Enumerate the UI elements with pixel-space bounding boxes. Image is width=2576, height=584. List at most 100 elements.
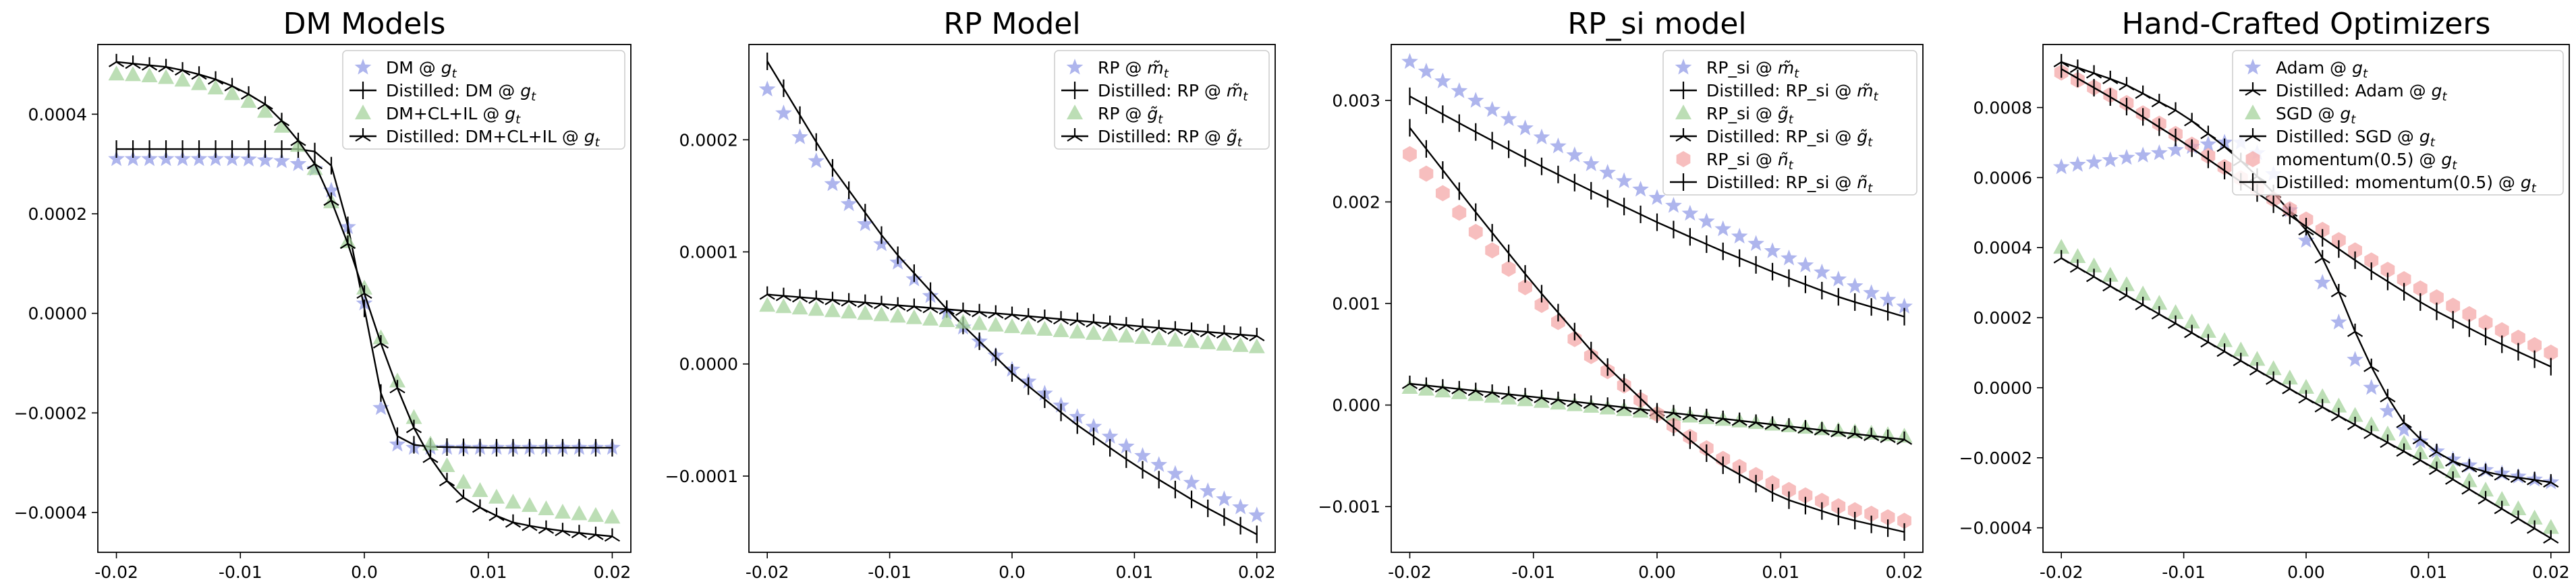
data-point bbox=[2477, 491, 2494, 504]
data-point bbox=[2461, 459, 2477, 473]
data-point bbox=[955, 314, 972, 329]
data-point bbox=[1004, 318, 1020, 333]
data-point bbox=[1632, 403, 1649, 418]
x-tick-label: 0.01 bbox=[1762, 562, 1799, 582]
data-point bbox=[1403, 146, 1417, 163]
data-point bbox=[759, 286, 775, 300]
x-tick-label: 0.02 bbox=[2532, 562, 2570, 582]
legend-marker bbox=[1067, 105, 1083, 119]
data-point bbox=[2330, 407, 2347, 421]
data-point bbox=[1781, 249, 1797, 266]
data-point bbox=[1468, 223, 1483, 240]
legend-marker bbox=[2245, 128, 2261, 142]
data-point bbox=[125, 55, 141, 69]
data-point bbox=[2428, 453, 2445, 469]
x-tick-label: 0.00 bbox=[1638, 562, 1676, 582]
y-tick-label: −0.001 bbox=[1318, 497, 1380, 517]
data-point bbox=[840, 195, 858, 212]
data-point bbox=[1632, 180, 1649, 197]
data-point bbox=[775, 287, 791, 301]
data-point bbox=[2412, 452, 2428, 466]
series-2 bbox=[1409, 87, 1905, 326]
data-point bbox=[604, 528, 621, 542]
data-point bbox=[240, 86, 257, 100]
data-point bbox=[2543, 530, 2559, 544]
data-point bbox=[488, 488, 505, 504]
data-point bbox=[372, 334, 389, 349]
data-point bbox=[1698, 409, 1714, 423]
data-point bbox=[2265, 360, 2282, 376]
data-point bbox=[1401, 376, 1418, 389]
data-point bbox=[2462, 305, 2477, 322]
x-tick-label: 0.0 bbox=[999, 562, 1026, 582]
legend-entry: SGD @ gt bbox=[2276, 104, 2356, 127]
data-point bbox=[1086, 314, 1102, 328]
y-tick-label: −0.0002 bbox=[1959, 448, 2032, 468]
data-point bbox=[1501, 386, 1517, 400]
data-point bbox=[505, 494, 522, 509]
data-point bbox=[2150, 144, 2168, 160]
data-point bbox=[1118, 327, 1135, 343]
data-point bbox=[2069, 156, 2086, 172]
data-point bbox=[422, 436, 439, 451]
data-point bbox=[207, 79, 224, 94]
data-point bbox=[257, 103, 274, 118]
data-point bbox=[2477, 481, 2494, 497]
data-point bbox=[1798, 487, 1813, 504]
data-point bbox=[1419, 165, 1434, 182]
data-point bbox=[1731, 227, 1748, 244]
data-point bbox=[157, 150, 175, 167]
data-point bbox=[2118, 276, 2135, 291]
data-point bbox=[1599, 164, 1617, 180]
data-point bbox=[1216, 490, 1233, 506]
data-point bbox=[2085, 268, 2102, 283]
data-point bbox=[1401, 53, 1418, 69]
y-tick-label: 0.0000 bbox=[1973, 378, 2032, 398]
data-point bbox=[2102, 70, 2119, 84]
data-point bbox=[2511, 329, 2525, 346]
legend-entry: Distilled: RP_si @ ñt bbox=[1706, 173, 1873, 196]
data-point bbox=[2510, 469, 2527, 484]
data-point bbox=[2380, 434, 2396, 448]
data-point bbox=[207, 150, 224, 167]
data-point bbox=[1484, 100, 1501, 117]
legend-entry: Distilled: SGD @ gt bbox=[2276, 127, 2436, 150]
data-point bbox=[389, 380, 405, 394]
data-point bbox=[2167, 315, 2184, 329]
data-point bbox=[2053, 250, 2069, 264]
data-point bbox=[1765, 475, 1780, 492]
data-point bbox=[2297, 231, 2315, 248]
data-point bbox=[2363, 416, 2380, 432]
legend-marker bbox=[2245, 105, 2261, 119]
data-point bbox=[2281, 370, 2298, 385]
data-point bbox=[488, 507, 505, 521]
data-point bbox=[2510, 510, 2527, 525]
legend-box bbox=[1662, 50, 1917, 196]
data-point bbox=[1501, 260, 1516, 277]
data-point bbox=[791, 299, 808, 315]
data-point bbox=[2085, 257, 2102, 272]
data-point bbox=[2379, 426, 2396, 441]
data-point bbox=[1467, 92, 1484, 108]
data-point bbox=[2527, 520, 2543, 534]
data-point bbox=[2446, 297, 2461, 314]
data-point bbox=[2461, 472, 2477, 488]
data-point bbox=[174, 150, 191, 167]
data-point bbox=[2167, 102, 2184, 116]
data-point bbox=[2413, 280, 2428, 297]
legend-box bbox=[1054, 50, 1270, 150]
data-point bbox=[1434, 72, 1451, 89]
data-point bbox=[1020, 319, 1037, 334]
data-point bbox=[2085, 153, 2102, 170]
data-point bbox=[2477, 463, 2494, 477]
data-point bbox=[1069, 408, 1086, 424]
legend-entry: DM+CL+IL @ gt bbox=[386, 104, 521, 127]
data-point bbox=[2363, 426, 2380, 440]
chart-panel-3: RP_si model -0.02 -0.01 0.00 0.01 0.02 −0.001 0… bbox=[1318, 7, 1924, 582]
data-point bbox=[1451, 384, 1467, 399]
legend-marker bbox=[355, 105, 371, 119]
data-point bbox=[223, 150, 241, 167]
series-3 bbox=[108, 65, 621, 524]
y-tick-label: 0.002 bbox=[1332, 192, 1380, 212]
